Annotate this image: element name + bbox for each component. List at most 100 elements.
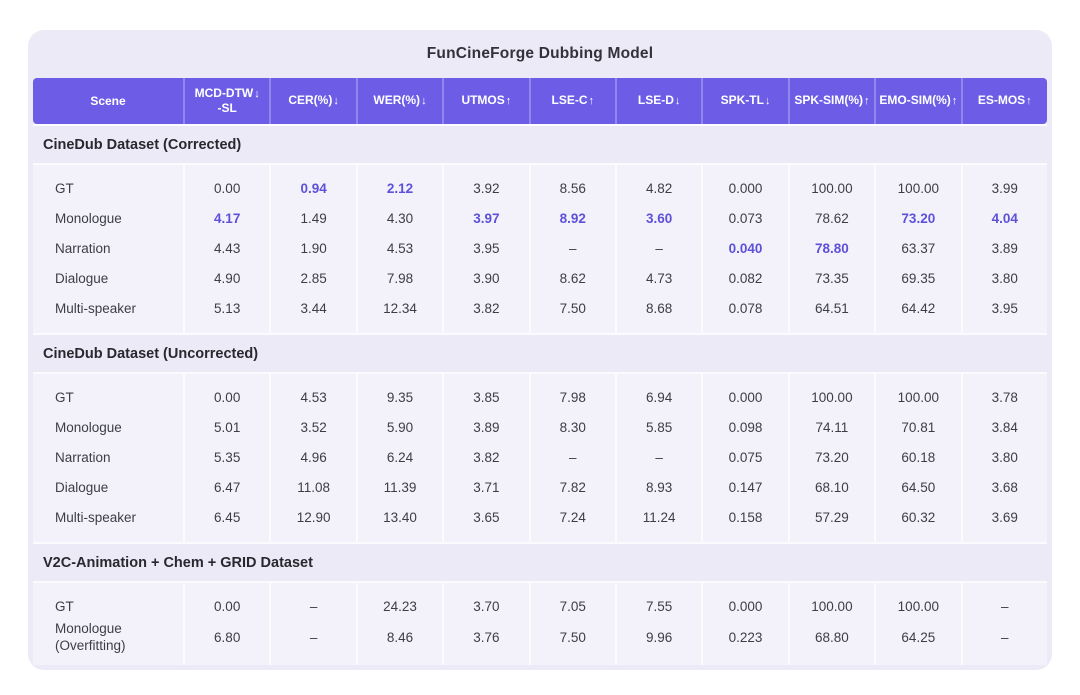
metric-cell: 63.37 xyxy=(874,233,961,263)
metric-cell: 73.20 xyxy=(787,442,875,472)
column-label: Scene xyxy=(90,93,126,108)
header-row: Scene MCD-DTW↓ -SL CER(%)↓ WER(%)↓ UTMOS↑ LSE-… xyxy=(33,78,1047,124)
arrow-up-icon: ↑ xyxy=(588,95,595,108)
arrow-down-icon: ↓ xyxy=(674,95,681,108)
metric-cell: 100.00 xyxy=(874,583,961,621)
metric-cell: 4.30 xyxy=(355,203,443,233)
metric-cell: 100.00 xyxy=(874,374,961,412)
metric-cell: 73.20 xyxy=(874,203,961,233)
column-label: EMO-SIM(%) xyxy=(879,93,951,108)
scene-label: GT xyxy=(55,389,74,405)
scene-cell: Monologue xyxy=(33,203,183,233)
metric-cell: 0.000 xyxy=(701,165,788,203)
metric-cell: 5.13 xyxy=(183,293,270,333)
metric-cell: 7.98 xyxy=(528,374,615,412)
scene-cell: GT xyxy=(33,165,183,203)
scene-label: Multi-speaker xyxy=(55,300,137,316)
metric-cell: 73.35 xyxy=(787,263,875,293)
metric-cell: 6.24 xyxy=(355,442,443,472)
metric-cell: 3.76 xyxy=(442,621,529,665)
scene-cell: Narration xyxy=(33,233,183,263)
scene-cell: Dialogue xyxy=(33,472,183,502)
metric-cell: 64.42 xyxy=(874,293,961,333)
metric-cell: – xyxy=(614,442,702,472)
arrow-up-icon: ↑ xyxy=(505,95,512,108)
section-header: V2C-Animation + Chem + GRID Dataset xyxy=(33,542,1047,583)
metric-cell: 3.97 xyxy=(442,203,529,233)
metric-cell: 64.51 xyxy=(787,293,875,333)
column-label: SPK-TL xyxy=(720,93,764,108)
scene-cell: Monologue xyxy=(33,412,183,442)
section-title: CineDub Dataset (Uncorrected) xyxy=(43,346,259,362)
column-label: WER(%) xyxy=(373,93,421,108)
metric-cell: – xyxy=(528,442,615,472)
metric-cell: 5.35 xyxy=(183,442,270,472)
metric-cell: 60.18 xyxy=(874,442,961,472)
metric-cell: 0.078 xyxy=(701,293,788,333)
table-row: Dialogue 4.90 2.85 7.98 3.90 8.62 4.73 0.082 73.… xyxy=(33,263,1047,293)
metric-cell: – xyxy=(269,583,356,621)
column-label: LSE-D xyxy=(637,93,674,108)
metric-cell: 8.46 xyxy=(355,621,443,665)
metric-cell: 100.00 xyxy=(787,374,875,412)
scene-label: Monologue xyxy=(55,210,122,226)
metric-cell: 4.43 xyxy=(183,233,270,263)
metric-cell: 7.55 xyxy=(614,583,702,621)
metric-cell: 6.80 xyxy=(183,621,270,665)
metric-cell: 0.00 xyxy=(183,165,270,203)
column-label: UTMOS xyxy=(461,93,505,108)
metric-cell: 11.39 xyxy=(355,472,443,502)
scene-label: GT xyxy=(55,180,74,196)
metric-cell: 3.44 xyxy=(269,293,356,333)
page-title: FunCineForge Dubbing Model xyxy=(426,45,654,62)
metric-cell: 12.34 xyxy=(355,293,443,333)
metric-cell: 78.62 xyxy=(787,203,875,233)
metric-cell: 3.80 xyxy=(960,442,1047,472)
metric-cell: 3.95 xyxy=(960,293,1047,333)
results-card: FunCineForge Dubbing Model Scene MCD-DTW↓… xyxy=(28,30,1052,670)
metric-cell: 8.93 xyxy=(614,472,702,502)
metric-cell: 0.00 xyxy=(183,583,270,621)
metric-cell: – xyxy=(960,583,1047,621)
section-title: V2C-Animation + Chem + GRID Dataset xyxy=(43,555,313,571)
column-header-emo-sim: EMO-SIM(%)↑ xyxy=(874,78,961,124)
metric-cell: 69.35 xyxy=(874,263,961,293)
metric-cell: 4.53 xyxy=(355,233,443,263)
scene-label-line2: (Overfitting) xyxy=(55,637,126,653)
column-header-cer: CER(%)↓ xyxy=(269,78,356,124)
metric-cell: 0.073 xyxy=(701,203,788,233)
section-title: CineDub Dataset (Corrected) xyxy=(43,137,242,153)
metric-cell: 100.00 xyxy=(787,583,875,621)
metrics-table: Scene MCD-DTW↓ -SL CER(%)↓ WER(%)↓ UTMOS↑ LSE-… xyxy=(33,78,1047,665)
metric-cell: 68.80 xyxy=(787,621,875,665)
table-row: GT 0.00 4.53 9.35 3.85 7.98 6.94 0.000 100.00 100… xyxy=(33,374,1047,412)
metric-cell: – xyxy=(614,233,702,263)
column-label: SPK-SIM(%) xyxy=(794,93,864,108)
column-label: MCD-DTW xyxy=(194,85,254,100)
metric-cell: 11.24 xyxy=(614,502,702,542)
metric-cell: 4.53 xyxy=(269,374,356,412)
metric-cell: 3.70 xyxy=(442,583,529,621)
scene-label: GT xyxy=(55,598,74,614)
table-header: Scene MCD-DTW↓ -SL CER(%)↓ WER(%)↓ UTMOS↑ LSE-… xyxy=(33,78,1047,124)
metric-cell: 0.94 xyxy=(269,165,356,203)
scene-cell: Multi-speaker xyxy=(33,293,183,333)
metric-cell: 5.90 xyxy=(355,412,443,442)
column-header-wer: WER(%)↓ xyxy=(355,78,443,124)
metric-cell: 3.78 xyxy=(960,374,1047,412)
metric-cell: 8.56 xyxy=(528,165,615,203)
column-header-spk-sim: SPK-SIM(%)↑ xyxy=(787,78,875,124)
scene-label: Narration xyxy=(55,240,111,256)
table-row: Narration 4.43 1.90 4.53 3.95– –0.040 78.80 63.… xyxy=(33,233,1047,263)
metric-cell: 70.81 xyxy=(874,412,961,442)
scene-cell: Monologue (Overfitting) xyxy=(33,621,183,665)
metric-cell: – xyxy=(269,621,356,665)
metric-cell: 0.075 xyxy=(701,442,788,472)
metric-cell: 3.65 xyxy=(442,502,529,542)
metric-cell: 11.08 xyxy=(269,472,356,502)
metric-cell: 3.68 xyxy=(960,472,1047,502)
metric-cell: 24.23 xyxy=(355,583,443,621)
arrow-down-icon: ↓ xyxy=(254,87,260,100)
column-header-mcd-dtw: MCD-DTW↓ -SL xyxy=(183,78,270,124)
metric-cell: 8.30 xyxy=(528,412,615,442)
